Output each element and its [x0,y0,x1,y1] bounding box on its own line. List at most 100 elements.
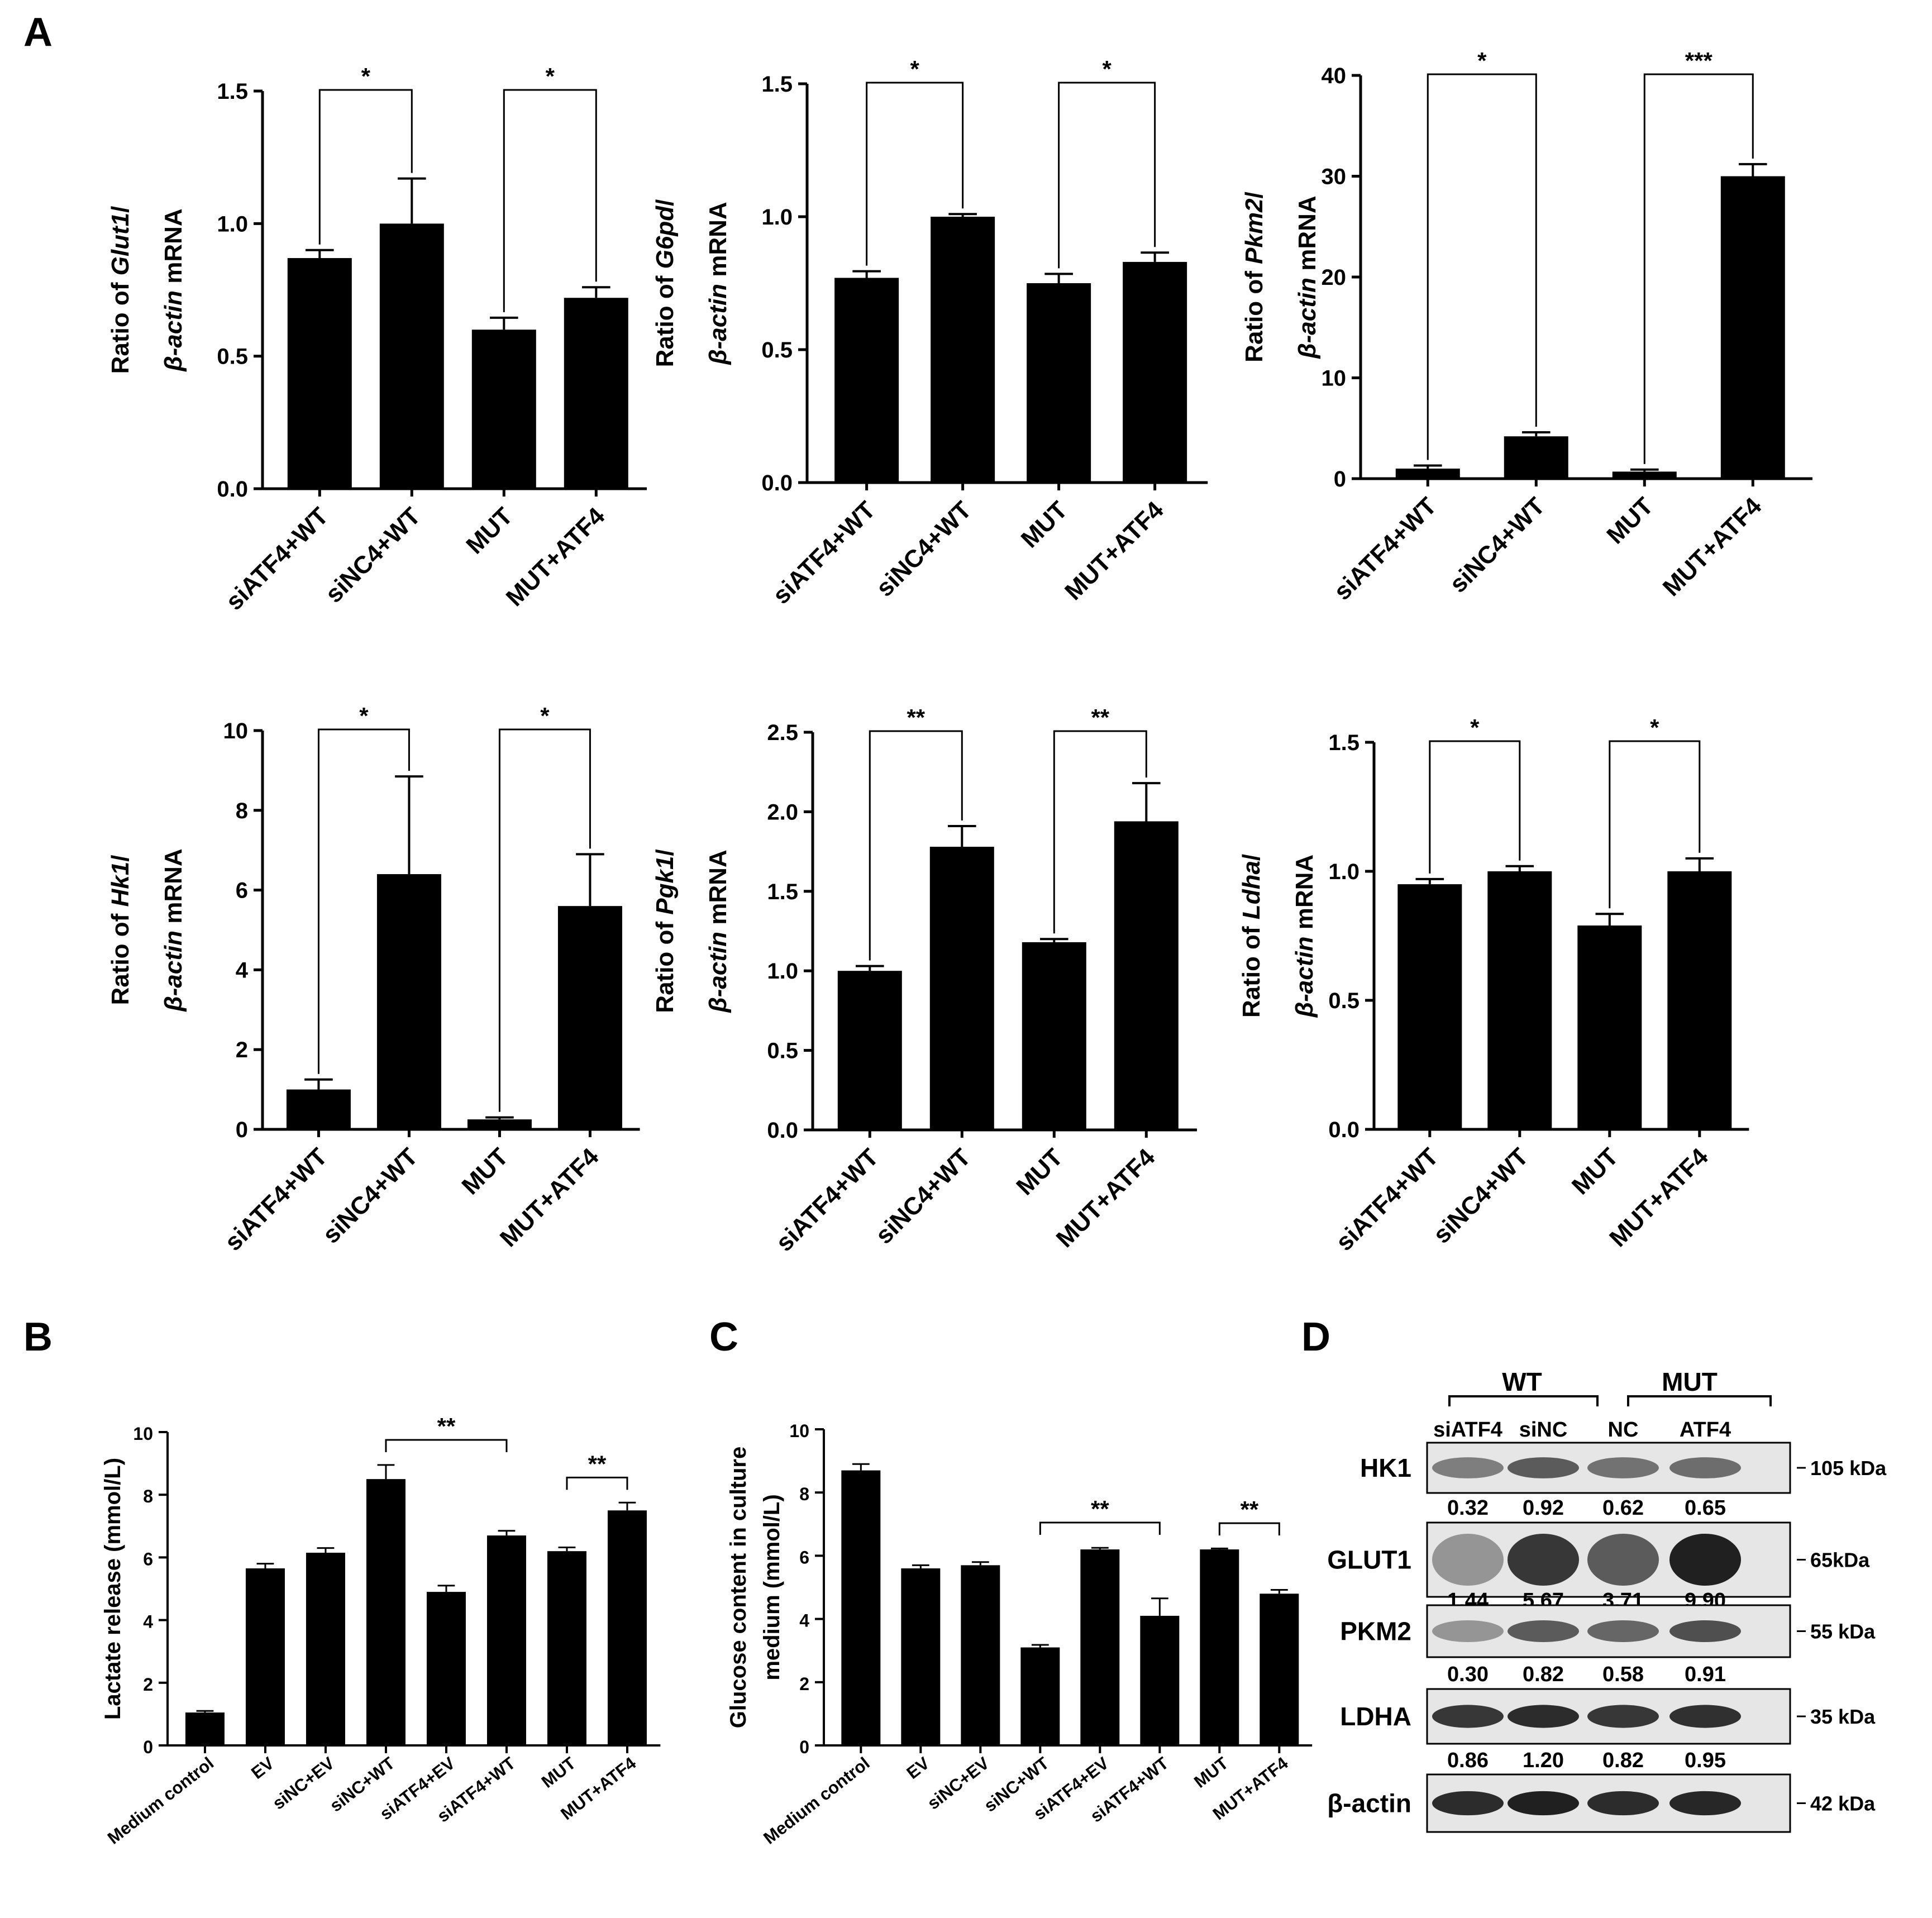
category-label: MUT [1567,1143,1624,1200]
category-label: siNC4+WT [320,502,426,608]
blot-band [1508,1791,1579,1816]
significance-label: * [1470,714,1480,741]
lane-label: NC [1608,1418,1639,1442]
y-axis-label-actin: β-actin [704,932,732,1013]
y-axis-label-prefix: Ratio of [651,269,679,367]
y-axis-label-actin: β-actin [160,290,187,372]
category-label: siNC4+WT [1444,492,1550,598]
bar [841,1470,881,1745]
bar [1397,884,1462,1129]
y-tick-label: 1.0 [767,959,798,984]
band-quantification: 0.65 [1685,1496,1726,1520]
y-axis-label-prefix: Ratio of [1241,264,1268,362]
blot-band [1669,1791,1741,1816]
significance-label: * [1477,47,1487,74]
category-label: Medium control [104,1753,217,1848]
y-tick-label: 1.0 [217,212,248,236]
y-tick-label: 4 [143,1612,153,1632]
y-axis-label-gene: G6pd [651,206,679,269]
size-marker-label: 65kDa [1810,1549,1870,1572]
significance-bracket [1053,730,1147,934]
bar [1022,942,1086,1130]
category-label: MUT [1016,496,1073,553]
y-tick-label: 0.5 [217,345,248,369]
band-quantification: 0.95 [1685,1749,1726,1772]
y-axis-label-actin: β-actin [1291,937,1318,1018]
band-quantification: 0.91 [1685,1663,1726,1686]
significance-label: * [540,703,550,729]
band-quantification: 1.20 [1523,1749,1564,1772]
y-tick-label: 4 [236,958,249,982]
size-marker-label: 105 kDa [1810,1457,1887,1480]
y-axis-label-line2: β-actin mRNA [704,850,732,1013]
bar [1140,1615,1180,1745]
lane-label: siNC [1519,1418,1568,1442]
y-axis-label-actin: β-actin [160,931,187,1012]
blot-band [1432,1620,1504,1643]
category-label: siNC4+WT [317,1143,423,1248]
blot-band [1587,1457,1659,1478]
y-tick-label: 0 [143,1737,153,1757]
bar [185,1712,225,1745]
band-quantification: 0.30 [1447,1663,1489,1686]
bar [1612,471,1677,479]
y-axis-label-line2: medium (mmol/L) [760,1494,784,1680]
size-marker-label: 35 kDa [1810,1705,1876,1728]
category-label: siNC+EV [924,1753,993,1814]
significance-bracket [1039,1521,1161,1535]
blot-band [1508,1457,1579,1478]
panel-label-d: D [1301,1315,1330,1359]
y-axis-label-prefix: Ratio of [107,275,134,374]
category-label: siNC4+WT [871,496,976,602]
y-axis-label-line1: Glucose content in culture [726,1447,751,1729]
bar [1020,1647,1060,1745]
y-tick-label: 0.0 [761,471,793,495]
y-axis-label-mrna: mRNA [160,848,187,931]
y-axis-label-line1: Ratio of G6pd/ [651,199,679,368]
blot-band [1432,1791,1504,1816]
significance-label: * [546,63,555,89]
y-axis-label-mrna: mRNA [1294,195,1321,278]
band-quantification: 0.32 [1447,1496,1489,1520]
significance-bracket [318,89,413,245]
category-label: siNC4+WT [1428,1143,1534,1248]
y-axis-label-line1: Ratio of Hk1/ [107,855,134,1005]
blot-band [1669,1533,1741,1586]
y-axis-label-mrna: mRNA [160,208,187,290]
bar [1260,1593,1299,1745]
bar [286,1089,351,1129]
y-axis-label-line1: Ratio of Ldha/ [1238,854,1265,1018]
y-tick-label: 0.0 [1328,1118,1359,1142]
bar [486,1535,526,1745]
group-bracket [1448,1395,1599,1406]
y-axis-label-line2: β-actin mRNA [1294,195,1321,359]
bar [1504,436,1568,479]
y-tick-label: 10 [133,1424,153,1444]
significance-label: *** [1685,47,1713,74]
band-quantification: 0.82 [1602,1749,1644,1772]
band-quantification: 0.82 [1523,1663,1564,1686]
bar [1114,821,1179,1130]
bar [557,906,622,1129]
protein-label: LDHA [1340,1702,1411,1731]
y-tick-label: 10 [789,1421,809,1441]
group-label: MUT [1662,1367,1718,1396]
category-label: MUT [461,502,518,559]
y-tick-label: 2.5 [767,721,798,745]
significance-bracket [498,728,591,1112]
category-label: EV [903,1753,933,1783]
blot-band [1432,1705,1504,1728]
y-axis-label-line2: β-actin mRNA [160,208,187,371]
panel-label-b: B [23,1315,53,1359]
y-axis-label: Lactate release (mmol/L) [101,1458,125,1720]
category-label: MUT [1011,1143,1068,1200]
significance-label: ** [1240,1496,1258,1523]
significance-label: ** [588,1451,607,1477]
band-quantification: 0.58 [1602,1663,1644,1686]
bar [366,1479,406,1745]
category-label: MUT+ATF4 [1604,1143,1714,1252]
